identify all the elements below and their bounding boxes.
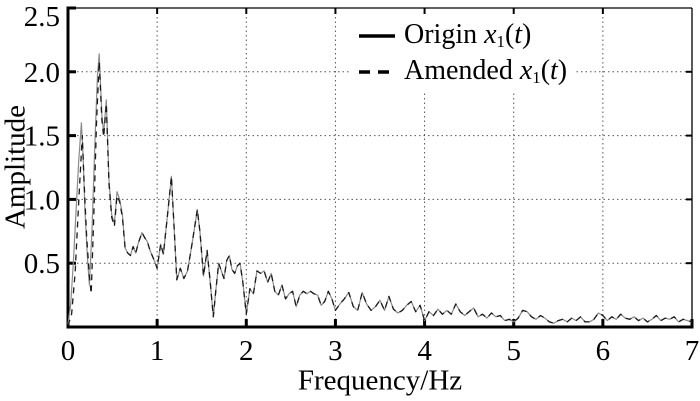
series-line-amended (67, 60, 693, 326)
legend-origin-text: Origin (404, 19, 485, 51)
legend-amended-variable: x (519, 55, 533, 87)
x-axis-title: Frequency/Hz (297, 364, 463, 397)
y-tick-label: 2.0 (24, 57, 60, 89)
legend-solid-line-swatch (359, 34, 395, 38)
legend-amended-subscript: 1 (532, 68, 541, 88)
x-tick-label: 3 (328, 335, 343, 367)
legend-origin-subscript: 1 (496, 32, 505, 52)
legend-dashed-line-swatch (359, 70, 395, 74)
x-tick-label: 1 (150, 335, 165, 367)
legend-origin-argument: t (514, 19, 523, 51)
x-tick-label: 2 (239, 335, 254, 367)
series-line-origin (67, 53, 693, 325)
legend-label-origin: Origin x1(t) (404, 19, 531, 52)
legend-origin-open-paren: ( (504, 19, 515, 51)
legend-item-amended: Amended x1(t) (357, 54, 567, 90)
legend-amended-open-paren: ( (540, 55, 551, 87)
legend-amended-text: Amended (404, 55, 520, 87)
legend-origin-close-paren: ) (522, 19, 532, 51)
legend-amended-argument: t (550, 55, 558, 87)
x-tick-label: 4 (417, 335, 432, 367)
y-tick-label: 1.0 (24, 184, 60, 216)
legend: Origin x1(t) Amended x1(t) (349, 17, 576, 92)
x-tick-label: 7 (685, 335, 700, 367)
y-tick-label: 0.5 (24, 248, 60, 280)
y-tick-label: 2.5 (24, 1, 60, 33)
legend-item-origin: Origin x1(t) (357, 18, 567, 54)
legend-label-amended: Amended x1(t) (404, 55, 567, 88)
x-tick-label: 5 (506, 335, 521, 367)
y-tick-label: 1.5 (24, 121, 60, 153)
y-axis-title: Amplitude (0, 104, 32, 230)
x-tick-label: 0 (61, 335, 76, 367)
legend-amended-close-paren: ) (557, 55, 568, 87)
legend-origin-variable: x (484, 19, 497, 51)
x-tick-label: 6 (596, 335, 611, 367)
